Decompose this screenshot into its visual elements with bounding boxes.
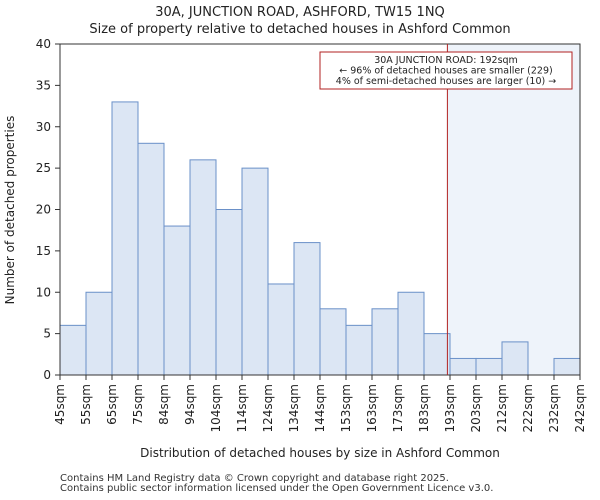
y-axis-label: Number of detached properties bbox=[3, 116, 17, 305]
annotation-line-1: 30A JUNCTION ROAD: 192sqm bbox=[374, 55, 518, 66]
x-tick-label: 94sqm bbox=[183, 384, 197, 425]
x-tick-label: 65sqm bbox=[105, 384, 119, 425]
x-tick-label: 124sqm bbox=[261, 384, 275, 432]
annotation-box bbox=[319, 51, 573, 90]
bar-104sqm bbox=[215, 209, 243, 376]
y-tick-label: 20 bbox=[36, 203, 51, 217]
bar-114sqm bbox=[241, 167, 269, 376]
highlight-region bbox=[447, 44, 580, 375]
x-tick-label: 144sqm bbox=[313, 384, 327, 432]
bar-45sqm bbox=[59, 324, 87, 376]
x-tick-label: 183sqm bbox=[417, 384, 431, 432]
x-tick-label: 203sqm bbox=[469, 384, 483, 432]
bar-193sqm bbox=[449, 357, 477, 376]
x-tick-label: 212sqm bbox=[495, 384, 509, 432]
bar-203sqm bbox=[475, 357, 503, 376]
y-tick-label: 40 bbox=[36, 37, 51, 51]
x-tick-label: 193sqm bbox=[443, 384, 457, 432]
bar-183sqm bbox=[423, 333, 451, 376]
x-tick-label: 232sqm bbox=[547, 384, 561, 432]
x-tick-label: 75sqm bbox=[131, 384, 145, 425]
y-tick-label: 35 bbox=[36, 78, 51, 92]
chart-subtitle: Size of property relative to detached ho… bbox=[89, 22, 511, 37]
y-tick-label: 10 bbox=[36, 285, 51, 299]
y-tick-label: 0 bbox=[43, 368, 51, 382]
footer-line-2: Contains public sector information licen… bbox=[60, 483, 494, 494]
bar-75sqm bbox=[137, 142, 165, 376]
bar-173sqm bbox=[397, 291, 425, 376]
annotation-line-2: ← 96% of detached houses are smaller (22… bbox=[339, 66, 552, 77]
x-axis-label: Distribution of detached houses by size … bbox=[140, 446, 500, 460]
x-tick-label: 173sqm bbox=[391, 384, 405, 432]
x-tick-label: 84sqm bbox=[157, 384, 171, 425]
x-tick-label: 45sqm bbox=[53, 384, 67, 425]
x-tick-label: 153sqm bbox=[339, 384, 353, 432]
y-tick-label: 30 bbox=[36, 120, 51, 134]
annotation-line-3: 4% of semi-detached houses are larger (1… bbox=[336, 76, 556, 87]
bar-65sqm bbox=[111, 101, 139, 376]
bar-144sqm bbox=[319, 308, 347, 376]
x-tick-label: 222sqm bbox=[521, 384, 535, 432]
footer: Contains HM Land Registry data © Crown c… bbox=[60, 474, 493, 494]
bar-212sqm bbox=[501, 341, 529, 376]
x-tick-label: 242sqm bbox=[573, 384, 587, 432]
bar-124sqm bbox=[267, 283, 295, 376]
bar-55sqm bbox=[85, 291, 113, 376]
x-tick-label: 163sqm bbox=[365, 384, 379, 432]
bar-153sqm bbox=[345, 324, 373, 376]
bar-84sqm bbox=[163, 225, 191, 376]
y-tick-label: 5 bbox=[43, 327, 51, 341]
y-tick-label: 15 bbox=[36, 244, 51, 258]
y-tick-label: 25 bbox=[36, 161, 51, 175]
x-tick-label: 104sqm bbox=[209, 384, 223, 432]
x-tick-label: 55sqm bbox=[79, 384, 93, 425]
chart-title: 30A, JUNCTION ROAD, ASHFORD, TW15 1NQ bbox=[155, 5, 445, 20]
bar-94sqm bbox=[189, 159, 217, 376]
x-tick-label: 114sqm bbox=[235, 384, 249, 432]
bar-232sqm bbox=[553, 357, 581, 376]
bar-163sqm bbox=[371, 308, 399, 376]
chart-title-block: 30A, JUNCTION ROAD, ASHFORD, TW15 1NQ Si… bbox=[0, 4, 600, 38]
bar-134sqm bbox=[293, 242, 321, 376]
x-tick-label: 134sqm bbox=[287, 384, 301, 432]
bar-chart: 0 5 10 15 20 25 30 35 40 45sqm 55sqm 65sqm 75sqm 84sq… bbox=[3, 37, 587, 460]
footer-line-1: Contains HM Land Registry data © Crown c… bbox=[60, 473, 449, 484]
